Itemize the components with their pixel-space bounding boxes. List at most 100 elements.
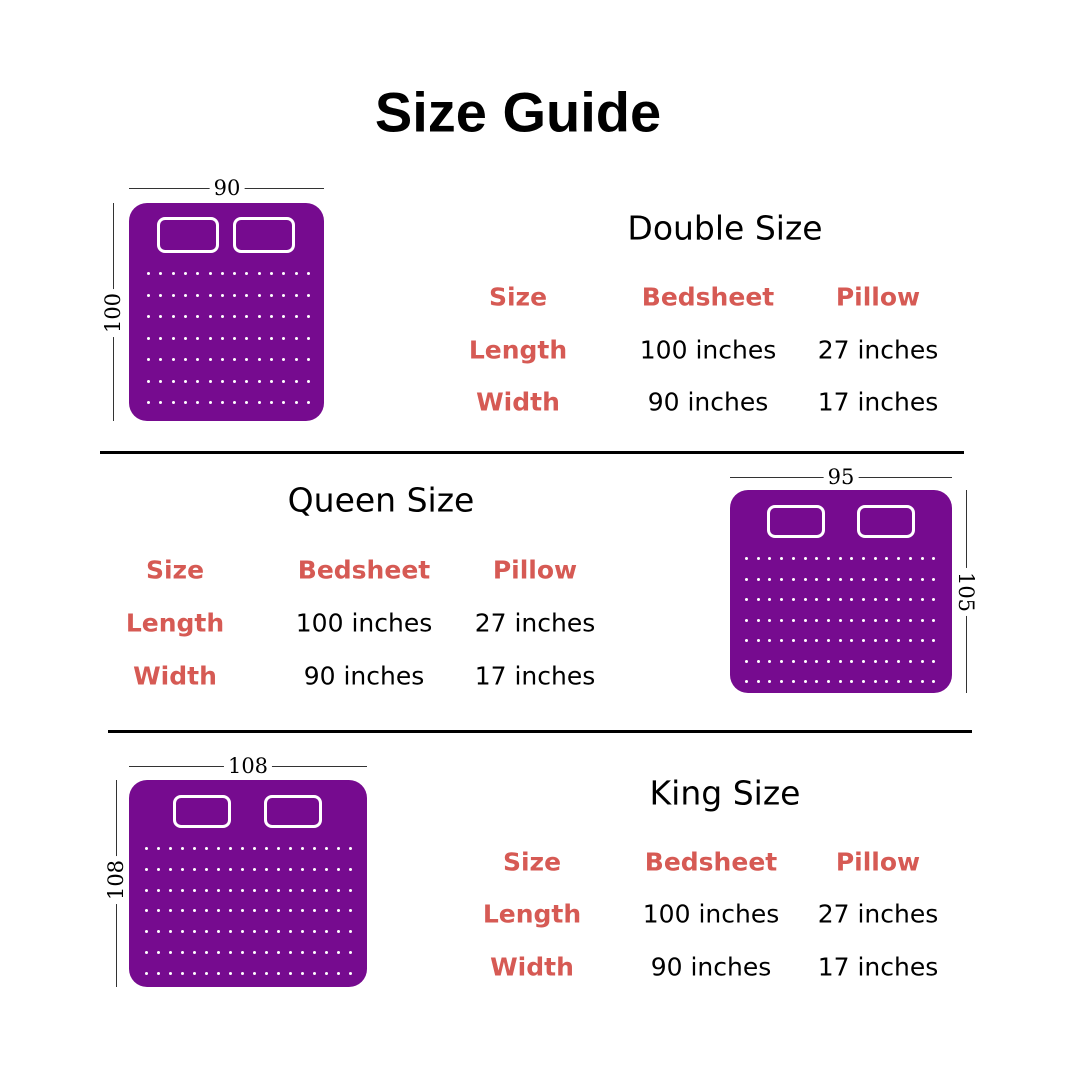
bed-dot [932,659,936,663]
bed-dot [270,293,273,297]
bed-dot [181,888,184,892]
bed-dot [815,598,819,601]
bed-dot [815,577,819,581]
bed-dot [826,557,830,560]
bed-dot [208,358,212,361]
bed-dot [791,639,795,642]
bed-dot [277,888,280,892]
bed-dot [145,847,148,850]
bed-dot [282,315,286,318]
width-dimension-label: 90 [209,176,245,200]
bed-dot [325,909,328,913]
bed-dot [205,951,208,954]
bed-dot [803,618,807,622]
bed-dot [306,358,310,361]
bed-dot [270,272,273,275]
row-label: Length [468,335,568,365]
bed-dot [791,557,795,560]
bed-dot [838,680,842,683]
bed-dot [780,618,784,622]
bed-dot [253,951,256,954]
bed-dot [229,951,232,954]
bed-dot [873,598,877,601]
bed-dot [257,336,261,340]
bed-dot [768,680,772,683]
bed-dot [241,909,244,913]
bed-dot [257,358,261,361]
bed-dot [756,639,760,642]
bed-dot [208,272,212,275]
row-label: Length [125,608,225,638]
pillow-icon [767,505,825,538]
bed-dot [325,867,328,871]
table-cell: 90 inches [647,387,769,417]
bed-dot [196,401,200,404]
bed-dot [313,909,316,913]
bed-dot [157,971,160,975]
bed-dot [233,401,237,404]
bed-dot [349,867,352,871]
bed-dot [183,336,187,340]
table-cell: 100 inches [639,335,777,365]
bed-dot [265,930,268,934]
bed-dot [171,358,175,361]
bed-dot [217,847,220,850]
bed-dot [241,888,244,892]
bed-dot [196,336,200,340]
bed-dot [145,888,148,892]
bed-dot [289,888,292,892]
bed-dot [862,639,865,642]
divider [108,730,972,733]
bed-dot [282,401,286,404]
bed-dot [815,618,819,622]
bed-dot [183,401,187,404]
bed-dot [838,639,842,642]
bed-dot [826,659,830,663]
bed-dot [233,358,237,361]
bed-dot [265,909,268,913]
bed-dot [885,598,889,601]
bed-dot [253,930,256,934]
bed-dot [294,336,298,340]
bed-dot [282,358,286,361]
bed-dot [803,639,807,642]
bed-dot [159,336,163,340]
bed-dot [932,577,936,581]
table-cell: 27 inches [817,335,939,365]
bed-dot [208,315,212,318]
bed-dot [838,577,842,581]
bed-dot [241,971,244,975]
column-header: Size [145,555,205,585]
bed-dot [289,847,292,850]
bed-dot [282,336,286,340]
bed-dot [745,659,748,663]
bed-dot [157,867,160,871]
bed-dot [337,971,340,975]
bed-illustration [129,203,324,421]
bed-dot [169,951,172,954]
bed-dot [245,401,249,404]
bed-dot [815,659,819,663]
bed-dot [245,293,249,297]
bed-dot [313,888,316,892]
bed-dot [257,401,261,404]
bed-dot [157,847,160,850]
page-title: Size Guide [374,80,662,144]
bed-dot [220,358,224,361]
bed-dot [337,888,340,892]
bed-dot [756,680,760,683]
bed-dot [193,951,196,954]
bed-dot [791,680,795,683]
bed-dot [171,401,175,404]
bed-dot [306,336,310,340]
bed-dot [803,659,807,663]
bed-dot [220,379,224,383]
bed-dot [245,336,249,340]
bed-dot [208,293,212,297]
bed-dot [306,272,310,275]
bed-dot [850,680,854,683]
bed-dot [217,888,220,892]
width-dimension-label: 95 [823,465,859,489]
bed-dot [265,867,268,871]
bed-dot [768,557,772,560]
